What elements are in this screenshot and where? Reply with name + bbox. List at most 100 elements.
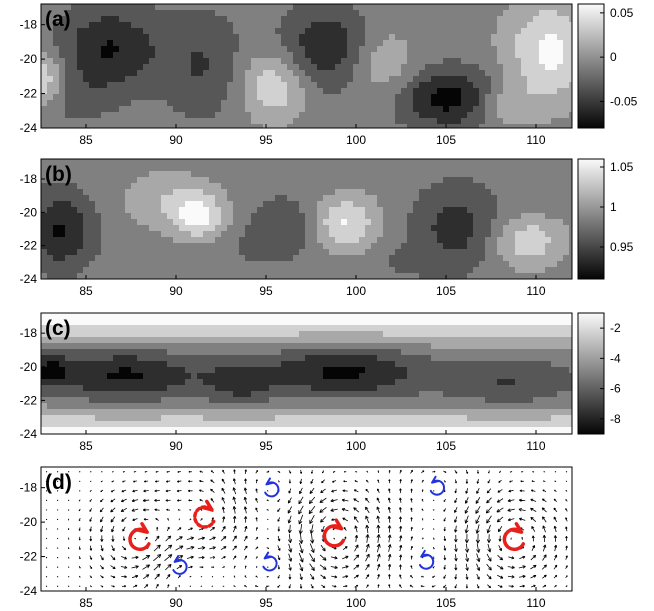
contour-cell	[437, 343, 444, 350]
contour-cell	[71, 64, 78, 71]
contour-cell	[467, 325, 474, 332]
contour-cell	[431, 267, 438, 274]
contour-cell	[323, 16, 330, 23]
contour-cell	[551, 267, 558, 274]
contour-cell	[455, 4, 462, 11]
contour-cell	[521, 177, 528, 184]
contour-cell	[515, 373, 522, 380]
contour-cell	[215, 243, 222, 250]
contour-cell	[335, 319, 342, 326]
contour-cell	[473, 94, 480, 101]
contour-cell	[443, 10, 450, 17]
contour-cell	[149, 183, 156, 190]
contour-cell	[503, 355, 510, 362]
contour-cell	[473, 76, 480, 83]
contour-cell	[167, 255, 174, 262]
contour-cell	[83, 58, 90, 65]
contour-cell	[569, 367, 572, 374]
contour-cell	[377, 207, 384, 214]
contour-cell	[137, 34, 144, 41]
contour-cell	[119, 249, 126, 256]
contour-cell	[515, 46, 522, 53]
contour-cell	[473, 231, 480, 238]
contour-cell	[47, 100, 54, 107]
contour-cell	[107, 112, 114, 119]
contour-cell	[281, 183, 288, 190]
contour-cell	[359, 100, 366, 107]
contour-cell	[257, 361, 264, 368]
contour-cell	[521, 76, 528, 83]
contour-cell	[329, 237, 336, 244]
contour-cell	[533, 112, 540, 119]
contour-cell	[533, 355, 540, 362]
contour-cell	[65, 195, 72, 202]
contour-cell	[179, 331, 186, 338]
contour-cell	[281, 10, 288, 17]
contour-cell	[557, 76, 564, 83]
contour-cell	[107, 385, 114, 392]
contour-cell	[197, 4, 204, 11]
contour-cell	[263, 367, 270, 374]
x-tick-label: 100	[346, 284, 366, 298]
contour-cell	[119, 391, 126, 398]
contour-cell	[71, 225, 78, 232]
contour-cell	[329, 373, 336, 380]
contour-cell	[281, 273, 288, 279]
contour-cell	[245, 70, 252, 77]
contour-cell	[101, 243, 108, 250]
contour-cell	[293, 331, 300, 338]
contour-cell	[323, 112, 330, 119]
contour-cell	[401, 16, 408, 23]
contour-cell	[245, 391, 252, 398]
contour-cell	[107, 391, 114, 398]
contour-cell	[419, 82, 426, 89]
panel-c-contour-field	[41, 313, 572, 434]
contour-cell	[551, 379, 558, 386]
contour-cell	[383, 313, 390, 320]
contour-cell	[119, 385, 126, 392]
contour-cell	[53, 343, 60, 350]
contour-cell	[497, 337, 504, 344]
contour-cell	[473, 325, 480, 332]
contour-cell	[335, 225, 342, 232]
contour-cell	[305, 40, 312, 47]
contour-cell	[401, 343, 408, 350]
contour-cell	[473, 349, 480, 356]
contour-cell	[275, 225, 282, 232]
contour-cell	[137, 58, 144, 65]
contour-cell	[233, 40, 240, 47]
contour-cell	[167, 319, 174, 326]
contour-cell	[197, 118, 204, 125]
contour-cell	[395, 34, 402, 41]
contour-cell	[143, 261, 150, 268]
contour-cell	[467, 331, 474, 338]
contour-cell	[497, 373, 504, 380]
contour-cell	[515, 34, 522, 41]
contour-cell	[401, 195, 408, 202]
contour-cell	[287, 82, 294, 89]
contour-cell	[383, 195, 390, 202]
contour-cell	[305, 177, 312, 184]
contour-cell	[449, 313, 456, 320]
contour-cell	[539, 70, 546, 77]
contour-cell	[59, 361, 66, 368]
contour-cell	[143, 46, 150, 53]
contour-cell	[239, 325, 246, 332]
contour-cell	[473, 367, 480, 374]
contour-cell	[461, 165, 468, 172]
contour-cell	[347, 237, 354, 244]
contour-cell	[101, 112, 108, 119]
contour-cell	[389, 207, 396, 214]
contour-cell	[53, 177, 60, 184]
contour-cell	[335, 219, 342, 226]
contour-cell	[65, 385, 72, 392]
y-tick-label: -22	[20, 239, 38, 253]
contour-cell	[71, 237, 78, 244]
contour-cell	[551, 76, 558, 83]
contour-cell	[545, 70, 552, 77]
contour-cell	[545, 94, 552, 101]
contour-cell	[323, 267, 330, 274]
contour-cell	[377, 46, 384, 53]
contour-cell	[293, 337, 300, 344]
contour-cell	[113, 313, 120, 320]
